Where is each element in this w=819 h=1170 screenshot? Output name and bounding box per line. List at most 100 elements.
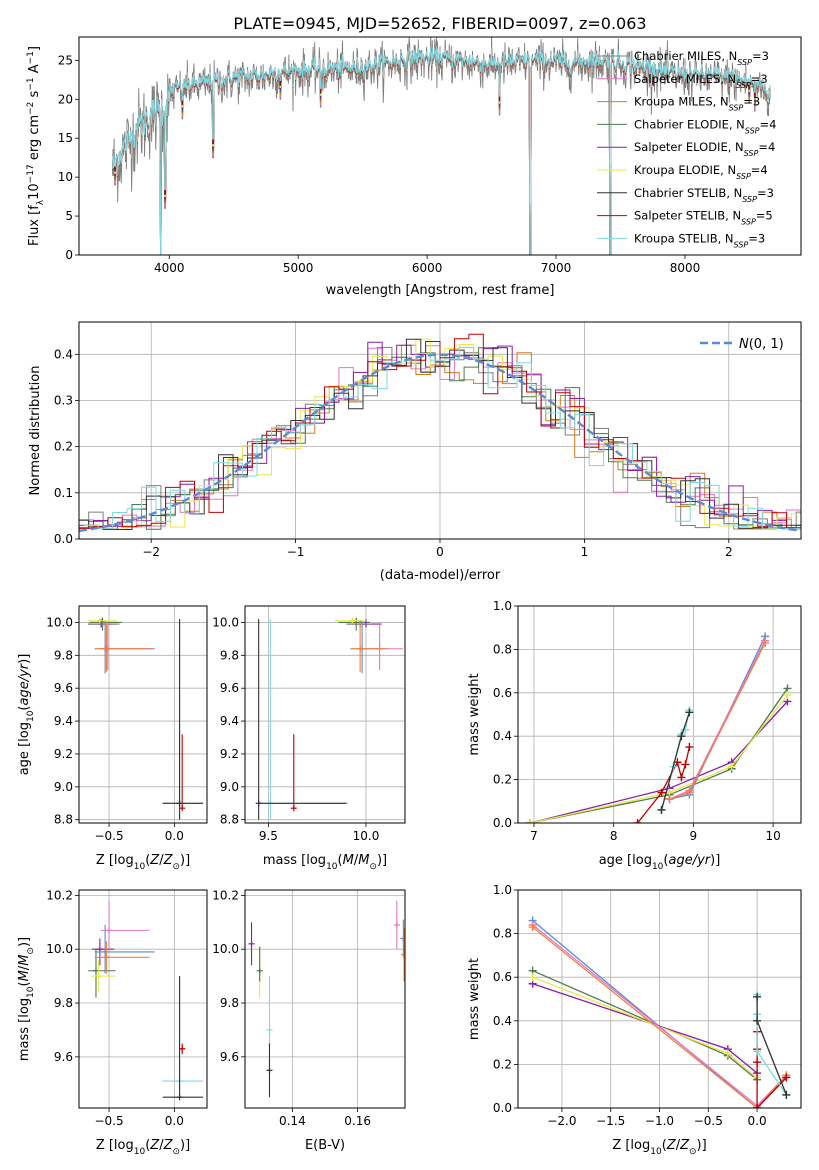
xtick-label: 0.0 bbox=[748, 1114, 767, 1128]
series-marker bbox=[665, 795, 674, 804]
series-line bbox=[529, 694, 788, 823]
ytick-label: 10.2 bbox=[212, 888, 239, 902]
ytick-label: 10.0 bbox=[212, 942, 239, 956]
series-line bbox=[529, 688, 788, 823]
ytick-label: 0.0 bbox=[54, 532, 73, 546]
legend-entry-normal: N(0, 1) bbox=[739, 337, 784, 352]
data-point-extra_blue bbox=[94, 924, 155, 974]
histogram-chabrier_miles bbox=[79, 346, 801, 529]
ticks: 9.5 10.0 8.8 9.0 9.2 9.4 9.6 9.8 10.0 bbox=[212, 615, 379, 843]
ytick-label: 10.0 bbox=[46, 615, 73, 629]
xtick-label: 0.0 bbox=[165, 829, 184, 843]
series-line bbox=[532, 983, 758, 1074]
series-line bbox=[532, 976, 758, 1079]
ytick-label: 10.0 bbox=[46, 942, 73, 956]
axes-mass_vs_ebv: 0.14 0.16 9.6 9.8 10.0 10.2 E(B-V) bbox=[212, 888, 406, 1153]
data-point-kroupa_stelib bbox=[162, 619, 204, 820]
data-point-chabrier_stelib bbox=[162, 619, 204, 820]
series-marker bbox=[528, 973, 537, 982]
histogram-salpeter_stelib bbox=[79, 333, 801, 530]
series-marker bbox=[681, 760, 690, 769]
series-marker bbox=[677, 773, 686, 782]
data-point-extra_orange bbox=[94, 941, 150, 974]
ticks: −0.5 0.0 8.8 9.0 9.2 9.4 9.6 9.8 10.0 bbox=[46, 615, 184, 843]
spectrum-line-kroupa_stelib bbox=[112, 45, 771, 255]
series-marker bbox=[753, 1104, 762, 1108]
ytick-label: 25 bbox=[58, 53, 73, 67]
series-marker bbox=[657, 805, 666, 814]
axes-frame bbox=[517, 605, 802, 824]
xtick-label: 4000 bbox=[154, 261, 185, 275]
data-point-kroupa_stelib bbox=[258, 619, 349, 820]
series-kroupa_elodie bbox=[528, 973, 762, 1082]
ytick-label: 0.4 bbox=[493, 1014, 512, 1028]
y-axis-label: Flux [fλ10−17 erg cm−2 s−1 A−1] bbox=[26, 46, 46, 246]
series-chabrier_elodie bbox=[528, 966, 762, 1084]
xtick-label: 2 bbox=[725, 545, 733, 559]
ytick-label: 8.8 bbox=[54, 813, 73, 827]
series-marker bbox=[727, 762, 736, 771]
ytick-label: 0.8 bbox=[493, 642, 512, 656]
series-marker bbox=[782, 1073, 791, 1082]
axes-frame bbox=[78, 889, 208, 1109]
data-point-chabrier_stelib bbox=[255, 619, 347, 820]
axes-frame bbox=[78, 321, 802, 540]
ytick-label: 9.8 bbox=[220, 996, 239, 1010]
ytick-label: 0 bbox=[65, 248, 73, 262]
ytick-label: 0.8 bbox=[493, 927, 512, 941]
normal-curve bbox=[79, 353, 801, 533]
ytick-label: 1.0 bbox=[493, 599, 512, 613]
ytick-label: 9.6 bbox=[220, 681, 239, 695]
series-marker bbox=[685, 743, 694, 752]
series-marker bbox=[782, 1090, 791, 1099]
xtick-label: 9.5 bbox=[259, 829, 278, 843]
plot-area bbox=[248, 900, 405, 1098]
ytick-label: 1.0 bbox=[493, 883, 512, 897]
data-point-salpeter_stelib bbox=[179, 1043, 186, 1055]
ytick-label: 15 bbox=[58, 131, 73, 145]
plot-area bbox=[79, 333, 801, 533]
series-salpeter_stelib bbox=[753, 1027, 791, 1108]
data-point-salpeter_elodie bbox=[248, 922, 255, 966]
y-axis-label: Normed distribution bbox=[28, 366, 43, 496]
ytick-label: 0.6 bbox=[493, 686, 512, 700]
xtick-label: 7000 bbox=[541, 261, 572, 275]
data-point-chabrier_stelib bbox=[162, 976, 204, 1101]
plot-area bbox=[255, 617, 404, 820]
series-marker bbox=[528, 923, 537, 932]
ytick-label: 0.2 bbox=[54, 440, 73, 454]
x-axis-label: (data-model)/error bbox=[380, 568, 501, 583]
legend-entry-kroupa_stelib: Kroupa STELIB, NSSP=3 bbox=[634, 231, 765, 249]
ytick-label: 20 bbox=[58, 92, 73, 106]
grid bbox=[79, 606, 207, 823]
ytick-label: 9.8 bbox=[220, 648, 239, 662]
series-marker bbox=[753, 1047, 762, 1056]
series-marker bbox=[677, 732, 686, 741]
ytick-label: 0.1 bbox=[54, 486, 73, 500]
xtick-label: −0.5 bbox=[94, 829, 123, 843]
axes-residuals: −2 −1 0 1 2 0.0 0.1 0.2 0.3 0.4 (data-model)/error… bbox=[28, 321, 802, 583]
grid bbox=[518, 889, 801, 1109]
plot-area bbox=[528, 916, 791, 1108]
xtick-label: 8000 bbox=[670, 261, 701, 275]
histogram-chabrier_stelib bbox=[79, 338, 801, 530]
data-point-extra_blue bbox=[94, 620, 155, 674]
series-chabrier_elodie bbox=[525, 684, 792, 823]
ytick-label: 0.2 bbox=[493, 773, 512, 787]
grid bbox=[245, 606, 405, 823]
legend-entry-chabrier_elodie: Chabrier ELODIE, NSSP=4 bbox=[634, 117, 776, 135]
ytick-label: 10.2 bbox=[46, 888, 73, 902]
data-point-extra_orange bbox=[94, 622, 154, 672]
ytick-label: 9.8 bbox=[54, 648, 73, 662]
ytick-label: 0.3 bbox=[54, 393, 73, 407]
ticks: 0.14 0.16 9.6 9.8 10.0 10.2 bbox=[212, 888, 371, 1128]
series-marker bbox=[685, 788, 694, 797]
data-point-kroupa_stelib bbox=[162, 976, 204, 1098]
x-axis-label: age [log10(age/yr)] bbox=[599, 853, 721, 872]
series-line bbox=[529, 701, 788, 823]
xtick-label: 5000 bbox=[283, 261, 314, 275]
histogram-kroupa_elodie bbox=[83, 338, 801, 530]
series-chabrier_stelib bbox=[753, 992, 791, 1099]
x-axis-label: mass [log10(M/M⊙)] bbox=[263, 853, 387, 872]
legend-entry-chabrier_stelib: Chabrier STELIB, NSSP=3 bbox=[634, 186, 774, 204]
